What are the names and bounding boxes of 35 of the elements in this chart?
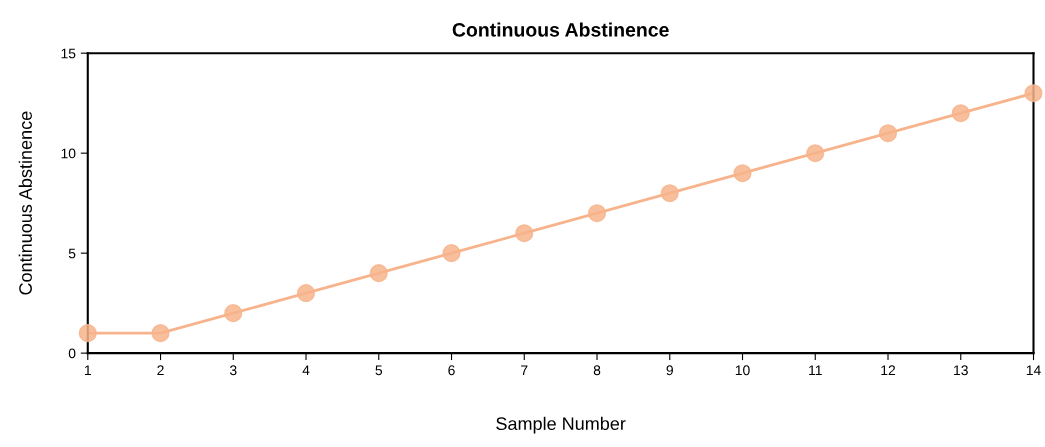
y-tick-label: 0 [68,348,76,359]
point [660,184,679,203]
point [806,144,825,163]
point [878,124,898,143]
x-tick-label: 8 [593,365,601,376]
x-tick-label: 5 [375,365,383,376]
point [151,324,170,343]
chart-title: Continuous Abstinence [452,22,669,37]
point [515,224,534,243]
point [442,244,461,263]
x-tick-label: 2 [157,365,164,375]
x-tick-label: 12 [881,365,896,375]
x-tick-label: 1 [84,365,91,375]
point [296,284,316,303]
point [951,104,970,123]
y-axis-title: Continuous Abstinence [18,111,32,295]
x-tick-label: 6 [448,365,455,376]
x-tick-label: 4 [302,365,310,375]
y-tick-label: 5 [68,248,76,259]
x-tick-label: 13 [954,365,968,376]
point [78,324,97,343]
x-axis-title: Sample Number [496,416,626,434]
x-tick-label: 7 [521,365,528,375]
y-tick-label: 15 [61,48,76,59]
x-tick-label: 11 [809,365,822,375]
point [369,264,388,283]
x-tick-label: 9 [666,365,673,376]
point [1024,84,1043,103]
point [733,164,752,183]
point [224,304,243,323]
y-tick-label: 10 [61,148,76,159]
x-tick-label: 3 [229,365,237,376]
x-tick-label: 10 [735,365,750,376]
x-tick-label: 14 [1026,365,1041,375]
point [587,204,607,223]
